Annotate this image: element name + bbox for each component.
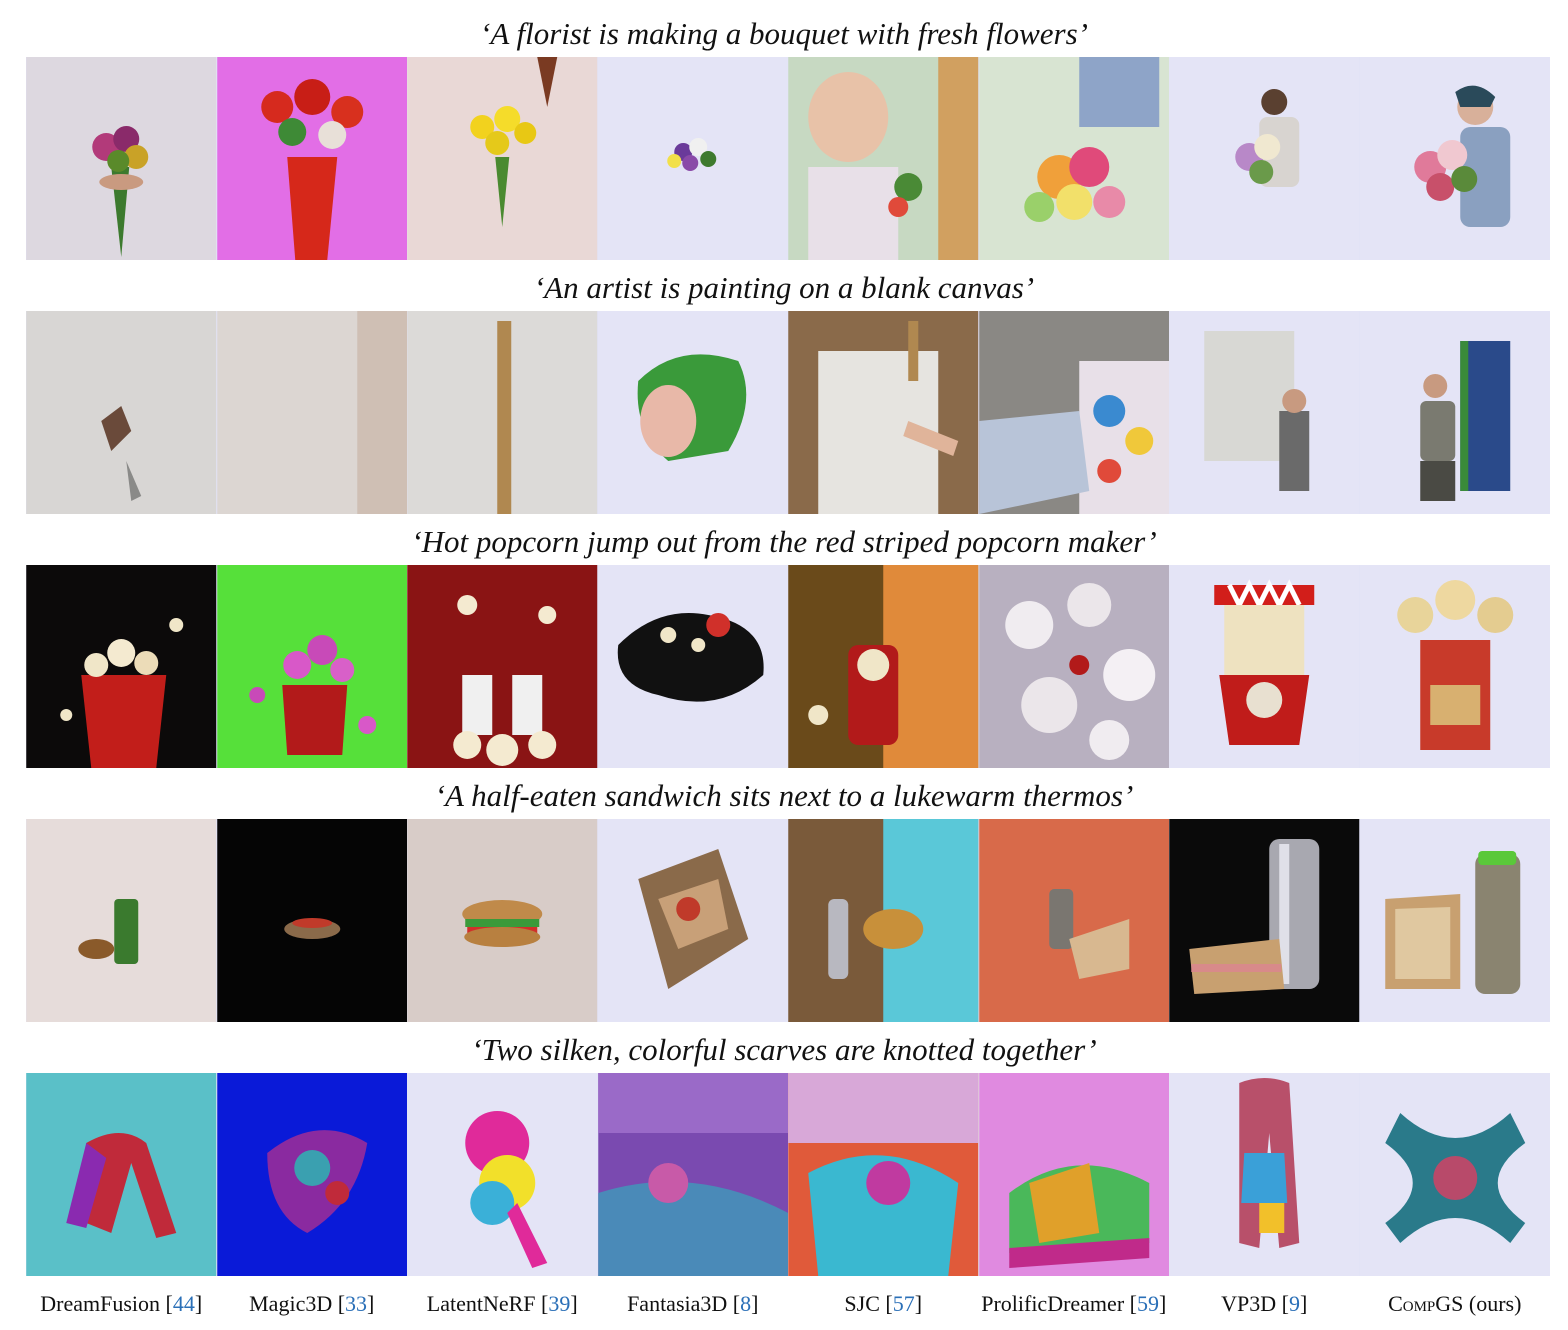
bouquet-fantasia3d-image (597, 57, 789, 260)
row-2-prompt: ‘An artist is painting on a blank canvas… (533, 270, 1035, 305)
sandwich-latentnerf-image (407, 819, 598, 1022)
bouquet-sjc-image (788, 57, 979, 260)
bouquet-vp3d-image (1169, 57, 1360, 260)
method-name: Magic3D (249, 1291, 338, 1316)
result-row-popcorn (26, 565, 1550, 768)
citation-link[interactable]: 33 (345, 1291, 368, 1316)
bouquet-magic3d-image (216, 57, 408, 260)
method-name: VP3D (1221, 1291, 1282, 1316)
scarves-magic3d-image (216, 1073, 408, 1276)
bouquet-latentnerf-image (407, 57, 598, 260)
citation-close: ] (751, 1291, 759, 1316)
citation-close: ] (194, 1291, 203, 1316)
artist-vp3d-image (1169, 311, 1360, 514)
method-label-compgs: CompGS (ours) (1360, 1286, 1551, 1322)
scarves-fantasia3d-image (597, 1073, 789, 1276)
citation-open: [ (1281, 1291, 1289, 1316)
method-label-fantasia3d: Fantasia3D [8] (598, 1286, 789, 1322)
result-row-scarves (26, 1073, 1550, 1276)
scarves-vp3d-image (1169, 1073, 1360, 1276)
method-name: Fantasia3D (627, 1291, 733, 1316)
citation-link[interactable]: 39 (548, 1291, 571, 1316)
popcorn-compgs-image (1359, 565, 1551, 768)
popcorn-latentnerf-image (407, 565, 598, 768)
citation-open: [ (165, 1291, 173, 1316)
result-row-sandwich (26, 819, 1550, 1022)
artist-compgs-image (1359, 311, 1551, 514)
popcorn-vp3d-image (1169, 565, 1360, 768)
row-3-prompt: ‘Hot popcorn jump out from the red strip… (411, 524, 1157, 559)
method-label-sjc: SJC [57] (788, 1286, 979, 1322)
popcorn-magic3d-image (216, 565, 408, 768)
bouquet-dreamfusion-image (26, 57, 217, 260)
sandwich-sjc-image (788, 819, 979, 1022)
method-name: ProlificDreamer (981, 1291, 1130, 1316)
citation-link[interactable]: 59 (1136, 1291, 1159, 1316)
row-5-prompt: ‘Two silken, colorful scarves are knotte… (471, 1032, 1097, 1067)
bouquet-prolificdreamer-image (978, 57, 1170, 260)
citation-close: ] (1300, 1291, 1308, 1316)
method-label-dreamfusion: DreamFusion [44] (26, 1286, 217, 1322)
sandwich-compgs-image (1359, 819, 1551, 1022)
method-name: SJC (844, 1291, 886, 1316)
result-row-bouquet (26, 57, 1550, 260)
method-name: LatentNeRF (426, 1291, 542, 1316)
popcorn-sjc-image (788, 565, 979, 768)
citation-open: [ (1129, 1291, 1137, 1316)
scarves-compgs-image (1359, 1073, 1551, 1276)
bouquet-compgs-image (1359, 57, 1551, 260)
sandwich-magic3d-image (216, 819, 408, 1022)
sandwich-prolificdreamer-image (978, 819, 1170, 1022)
citation-link[interactable]: 8 (740, 1291, 752, 1316)
citation-link[interactable]: 9 (1289, 1291, 1300, 1316)
scarves-dreamfusion-image (26, 1073, 217, 1276)
citation-link[interactable]: 57 (892, 1291, 915, 1316)
citation-open: [ (885, 1291, 893, 1316)
popcorn-prolificdreamer-image (978, 565, 1170, 768)
scarves-sjc-image (788, 1073, 979, 1276)
row-4-prompt: ‘A half-eaten sandwich sits next to a lu… (434, 778, 1134, 813)
method-label-vp3d: VP3D [9] (1169, 1286, 1360, 1322)
sandwich-vp3d-image (1169, 819, 1360, 1022)
popcorn-dreamfusion-image (26, 565, 217, 768)
citation-close: ] (914, 1291, 923, 1316)
method-labels: DreamFusion [44] Magic3D [33] LatentNeRF… (26, 1286, 1550, 1322)
sandwich-fantasia3d-image (597, 819, 789, 1022)
artist-latentnerf-image (407, 311, 598, 514)
artist-sjc-image (788, 311, 979, 514)
citation-open: [ (541, 1291, 549, 1316)
citation-close: ] (1158, 1291, 1167, 1316)
popcorn-fantasia3d-image (597, 565, 789, 768)
method-label-prolificdreamer: ProlificDreamer [59] (979, 1286, 1170, 1322)
scarves-prolificdreamer-image (978, 1073, 1170, 1276)
artist-magic3d-image (216, 311, 408, 514)
artist-dreamfusion-image (26, 311, 217, 514)
method-name: DreamFusion (40, 1291, 166, 1316)
citation-link[interactable]: 44 (172, 1291, 195, 1316)
result-row-artist (26, 311, 1550, 514)
scarves-latentnerf-image (407, 1073, 598, 1276)
citation-close: ] (367, 1291, 375, 1316)
artist-fantasia3d-image (597, 311, 789, 514)
citation-open: [ (337, 1291, 346, 1316)
method-label-magic3d: Magic3D [33] (217, 1286, 408, 1322)
citation-close: ] (570, 1291, 578, 1316)
method-suffix: (ours) (1463, 1291, 1522, 1316)
row-1-prompt: ‘A florist is making a bouquet with fres… (480, 16, 1088, 51)
method-label-latentnerf: LatentNeRF [39] (407, 1286, 598, 1322)
citation-open: [ (732, 1291, 741, 1316)
artist-prolificdreamer-image (978, 311, 1170, 514)
method-name: CompGS (1388, 1291, 1464, 1316)
sandwich-dreamfusion-image (26, 819, 217, 1022)
